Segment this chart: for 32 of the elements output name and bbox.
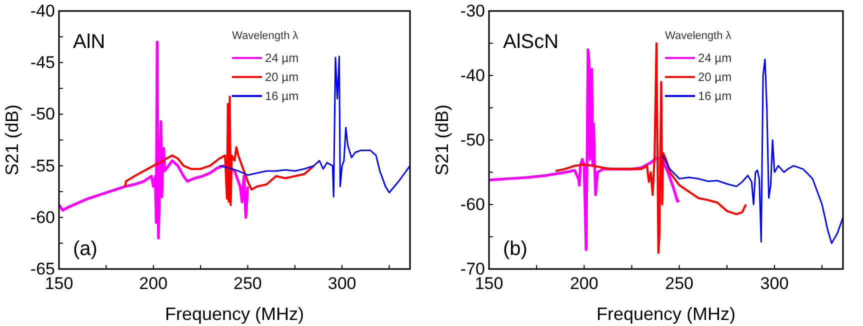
legend-label: 20 µm	[698, 70, 732, 84]
legend-label: 16 µm	[698, 89, 732, 103]
y-tick-label: -55	[30, 156, 55, 176]
y-tick-label: -60	[460, 194, 485, 214]
x-axis-title: Frequency (MHz)	[164, 304, 304, 324]
line-series	[218, 56, 411, 198]
y-tick-label: -30	[460, 1, 485, 20]
y-tick-label: -45	[30, 53, 55, 72]
y-tick-label: -40	[460, 66, 485, 85]
x-tick-label: 250	[234, 274, 262, 294]
x-tick-label: 250	[665, 274, 694, 294]
y-axis-title: S21 (dB)	[432, 104, 452, 176]
y-tick-label: -40	[30, 1, 55, 20]
x-axis-title: Frequency (MHz)	[596, 304, 736, 324]
legend-title: Wavelength λ	[232, 30, 299, 42]
x-tick-label: 300	[760, 274, 789, 294]
x-tick-label: 200	[570, 274, 598, 294]
legend-label: 24 µm	[265, 51, 299, 65]
legend-title: Wavelength λ	[665, 30, 732, 42]
annotation: (a)	[73, 238, 98, 260]
annotation: (b)	[503, 238, 528, 260]
legend-label: 20 µm	[265, 70, 299, 84]
legend-label: 24 µm	[698, 51, 732, 65]
x-tick-label: 200	[139, 274, 168, 294]
y-axis-title: S21 (dB)	[2, 104, 22, 176]
legend-label: 16 µm	[265, 89, 299, 103]
annotation: AlScN	[503, 31, 559, 53]
y-tick-label: -60	[30, 208, 55, 227]
y-tick-label: -50	[30, 104, 55, 124]
x-tick-label: 300	[328, 274, 356, 294]
y-tick-label: -50	[460, 130, 485, 150]
annotation: AlN	[73, 31, 106, 53]
